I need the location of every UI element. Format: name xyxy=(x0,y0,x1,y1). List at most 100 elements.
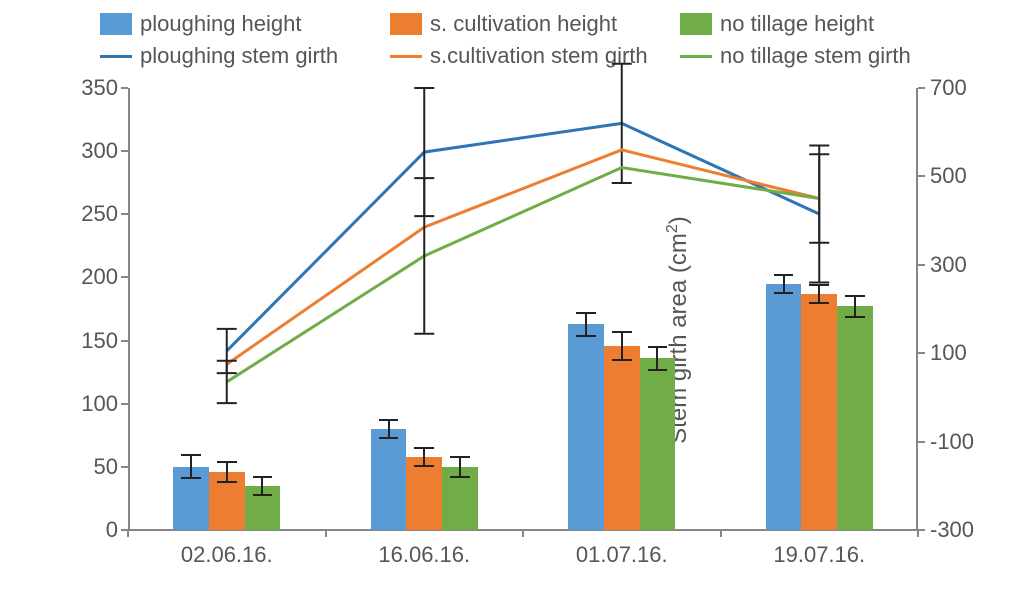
error-cap xyxy=(217,481,237,483)
legend-item-s-cultivation-stem-girth: s.cultivation stem girth xyxy=(390,40,680,72)
error-cap xyxy=(414,465,434,467)
x-tick-mark xyxy=(127,530,129,537)
error-whisker xyxy=(261,477,263,495)
error-cap xyxy=(612,359,632,361)
legend-item-s-cultivation-height: s. cultivation height xyxy=(390,8,680,40)
swatch-line-icon xyxy=(100,55,132,58)
y1-tick-label: 150 xyxy=(68,328,118,354)
y2-tick-mark xyxy=(918,87,925,89)
y1-tick-label: 50 xyxy=(68,454,118,480)
error-cap xyxy=(648,369,668,371)
chart-container: ploughing height s. cultivation height n… xyxy=(0,0,1024,591)
x-tick-mark xyxy=(325,530,327,537)
y2-tick-label: 500 xyxy=(930,163,990,189)
y2-tick-mark xyxy=(918,441,925,443)
y1-tick-label: 350 xyxy=(68,75,118,101)
y2-tick-mark xyxy=(918,352,925,354)
legend-label: s. cultivation height xyxy=(430,11,617,37)
error-cap xyxy=(648,346,668,348)
legend-label: ploughing height xyxy=(140,11,301,37)
error-whisker xyxy=(585,313,587,336)
legend-item-no-tillage-stem-girth: no tillage stem girth xyxy=(680,40,970,72)
swatch-box-icon xyxy=(680,13,712,35)
error-whisker xyxy=(226,462,228,482)
bar xyxy=(801,294,837,530)
error-whisker xyxy=(818,285,820,303)
error-whisker xyxy=(621,332,623,360)
error-cap xyxy=(774,292,794,294)
x-tick-mark xyxy=(720,530,722,537)
x-tick-label: 01.07.16. xyxy=(542,542,702,568)
error-cap xyxy=(450,456,470,458)
y1-tick-mark xyxy=(121,87,128,89)
error-cap xyxy=(774,274,794,276)
error-whisker xyxy=(854,296,856,316)
y1-tick-label: 200 xyxy=(68,264,118,290)
y1-tick-mark xyxy=(121,213,128,215)
y2-tick-label: -100 xyxy=(930,429,990,455)
swatch-box-icon xyxy=(390,13,422,35)
error-whisker xyxy=(388,420,390,438)
error-cap xyxy=(253,494,273,496)
error-cap xyxy=(181,454,201,456)
y1-tick-label: 250 xyxy=(68,201,118,227)
legend-label: s.cultivation stem girth xyxy=(430,43,648,69)
legend-item-no-tillage-height: no tillage height xyxy=(680,8,970,40)
y2-tick-label: -300 xyxy=(930,517,990,543)
y1-tick-mark xyxy=(121,150,128,152)
legend-label: no tillage height xyxy=(720,11,874,37)
error-cap xyxy=(217,461,237,463)
bar xyxy=(766,284,802,530)
y1-tick-label: 100 xyxy=(68,391,118,417)
error-whisker xyxy=(656,347,658,370)
legend: ploughing height s. cultivation height n… xyxy=(100,8,970,72)
error-cap xyxy=(253,476,273,478)
error-cap xyxy=(845,295,865,297)
bar xyxy=(604,346,640,530)
error-cap xyxy=(181,477,201,479)
swatch-line-icon xyxy=(390,55,422,58)
y2-tick-label: 700 xyxy=(930,75,990,101)
error-cap xyxy=(612,331,632,333)
swatch-box-icon xyxy=(100,13,132,35)
y2-tick-label: 300 xyxy=(930,252,990,278)
bar xyxy=(640,358,676,530)
error-cap xyxy=(845,316,865,318)
error-whisker xyxy=(459,457,461,477)
y2-tick-mark xyxy=(918,264,925,266)
error-cap xyxy=(576,335,596,337)
legend-item-ploughing-height: ploughing height xyxy=(100,8,390,40)
y2-tick-mark xyxy=(918,175,925,177)
y1-tick-mark xyxy=(121,466,128,468)
error-cap xyxy=(450,476,470,478)
error-whisker xyxy=(423,448,425,466)
y2-tick-mark xyxy=(918,529,925,531)
x-tick-label: 19.07.16. xyxy=(739,542,899,568)
y1-tick-mark xyxy=(121,276,128,278)
legend-label: no tillage stem girth xyxy=(720,43,911,69)
x-tick-mark xyxy=(917,530,919,537)
y2-tick-label: 100 xyxy=(930,340,990,366)
error-whisker xyxy=(190,455,192,478)
y1-tick-label: 300 xyxy=(68,138,118,164)
bar xyxy=(568,324,604,530)
bar xyxy=(837,306,873,530)
bar xyxy=(406,457,442,530)
x-tick-label: 02.06.16. xyxy=(147,542,307,568)
y1-tick-mark xyxy=(121,403,128,405)
error-cap xyxy=(414,447,434,449)
x-tick-label: 16.06.16. xyxy=(344,542,504,568)
error-cap xyxy=(379,419,399,421)
error-cap xyxy=(379,437,399,439)
y1-tick-label: 0 xyxy=(68,517,118,543)
swatch-line-icon xyxy=(680,55,712,58)
error-cap xyxy=(809,284,829,286)
x-tick-mark xyxy=(522,530,524,537)
error-cap xyxy=(809,302,829,304)
error-cap xyxy=(576,312,596,314)
y1-tick-mark xyxy=(121,340,128,342)
legend-label: ploughing stem girth xyxy=(140,43,338,69)
error-whisker xyxy=(783,275,785,293)
bar xyxy=(371,429,407,530)
legend-item-ploughing-stem-girth: ploughing stem girth xyxy=(100,40,390,72)
